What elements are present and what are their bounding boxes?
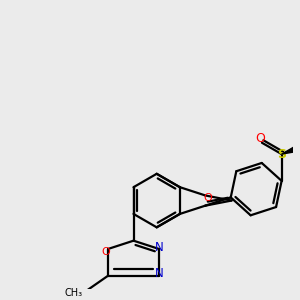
Text: N: N — [154, 241, 163, 254]
Text: O: O — [255, 132, 265, 146]
Text: CH₃: CH₃ — [64, 288, 82, 298]
Text: O: O — [102, 247, 110, 257]
Text: O: O — [204, 193, 212, 203]
Text: N: N — [154, 267, 163, 280]
Polygon shape — [282, 140, 300, 154]
Text: S: S — [277, 148, 286, 160]
